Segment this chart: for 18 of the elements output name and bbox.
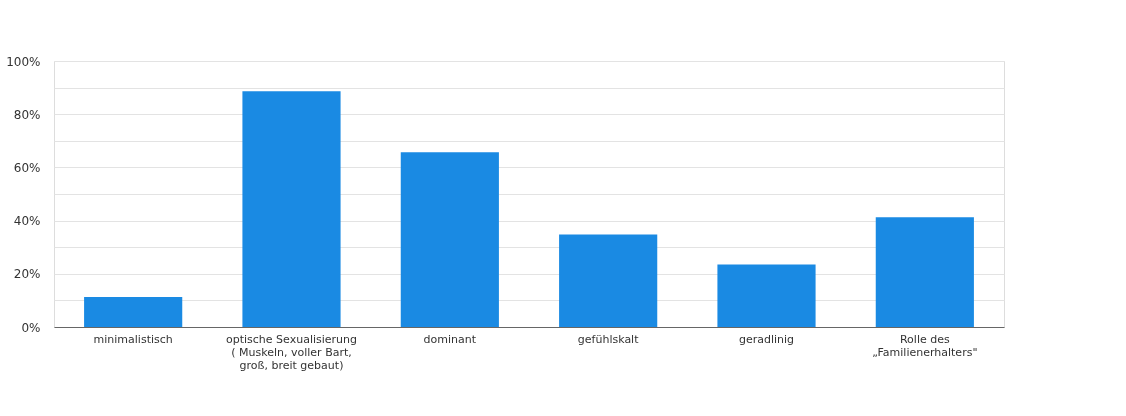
bar [84, 296, 183, 327]
x-tick-label: dominant [423, 332, 477, 346]
y-tick-label: 100% [6, 54, 41, 69]
x-tick-label: optische Sexualisierung ( Muskeln, voller Bart, groß, breit gebaut) [226, 332, 357, 372]
bar [559, 234, 658, 327]
y-tick-label: 60% [13, 160, 41, 175]
x-tick-label: geradlinig [738, 332, 795, 346]
bar [400, 152, 499, 327]
x-tick-label: Rolle des „Familienerhalters" [872, 332, 978, 359]
y-tick-label: 40% [13, 214, 41, 229]
x-tick-label: gefühlskalt [577, 332, 640, 346]
x-tick-label: minimalistisch [93, 332, 173, 346]
bar [717, 264, 816, 327]
bar [875, 217, 974, 327]
y-tick-label: 0% [21, 320, 41, 335]
bar [242, 91, 341, 327]
y-tick-label: 20% [13, 267, 41, 282]
y-tick-label: 80% [13, 107, 41, 122]
